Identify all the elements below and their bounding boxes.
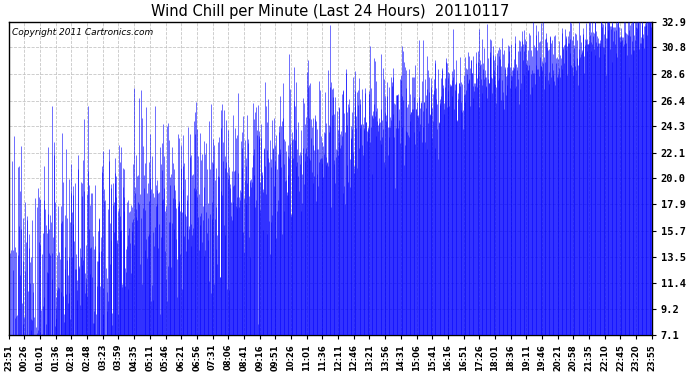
- Text: Copyright 2011 Cartronics.com: Copyright 2011 Cartronics.com: [12, 28, 153, 37]
- Title: Wind Chill per Minute (Last 24 Hours)  20110117: Wind Chill per Minute (Last 24 Hours) 20…: [151, 4, 509, 19]
